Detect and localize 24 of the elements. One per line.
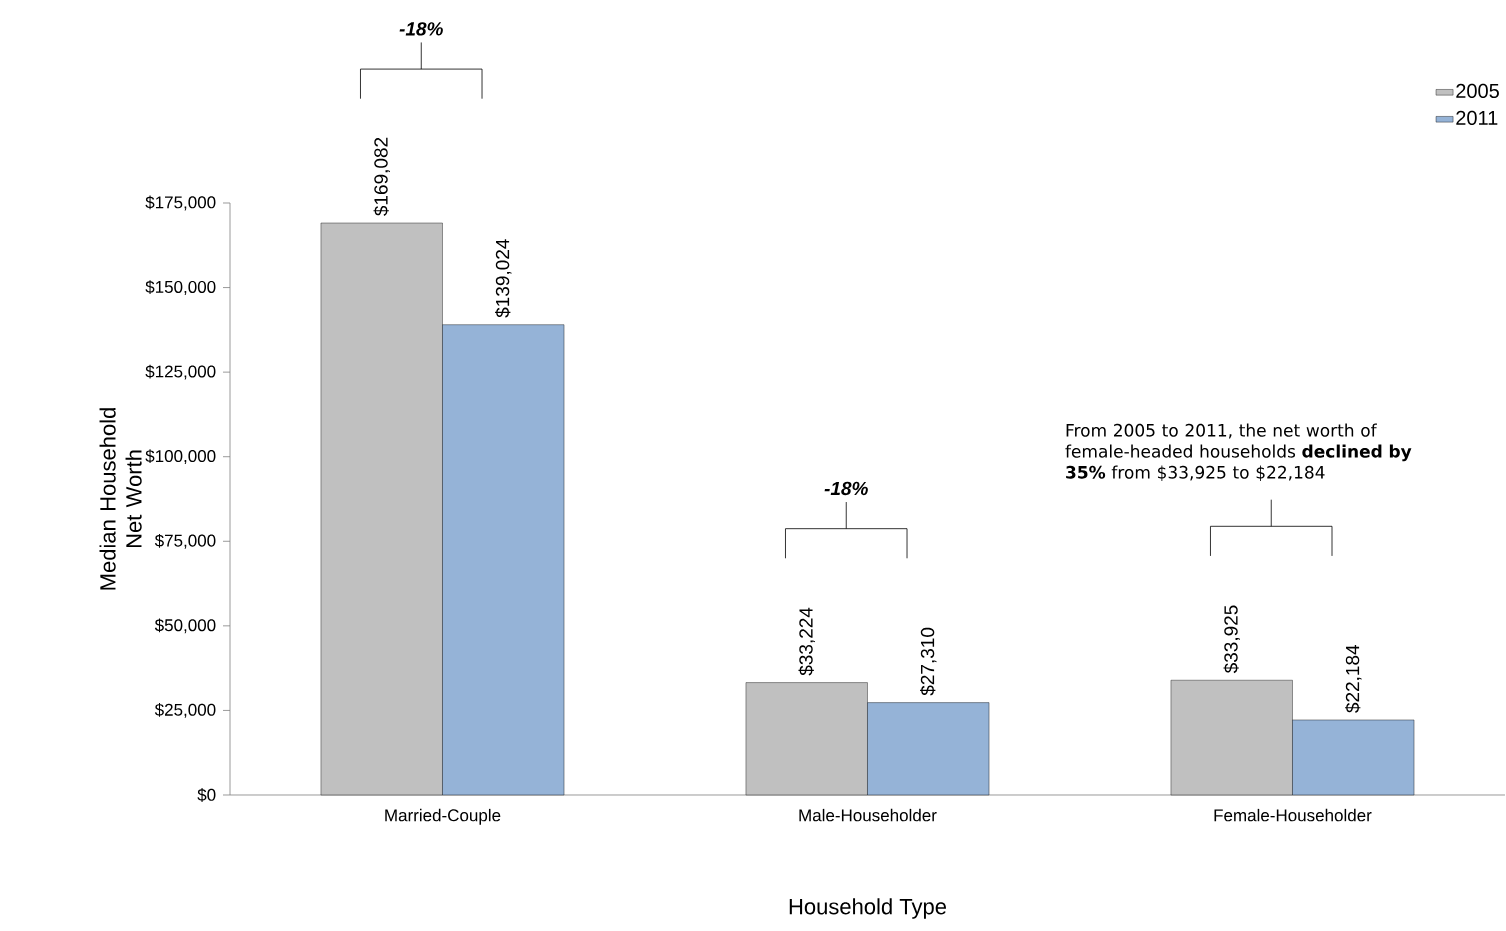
y-axis-title: Median Household Net Worth xyxy=(99,408,142,590)
y-tick-label: $75,000 xyxy=(154,533,216,549)
x-tick-label: Female-Householder xyxy=(1214,808,1372,822)
y-tick-label: $50,000 xyxy=(154,618,216,634)
y-tick-label: $150,000 xyxy=(145,280,216,295)
y-tick-label: $25,000 xyxy=(154,703,216,718)
text: From 2005 to 2011, the net worth of female-headed households declined by 35% from $33,925 to $22,184 xyxy=(1065,423,1412,481)
y-tick-label: $100,000 xyxy=(145,449,216,465)
data-label: $169,082 xyxy=(373,137,390,216)
data-label: $139,024 xyxy=(495,239,512,318)
data-label: $27,310 xyxy=(920,627,937,696)
legend-label: 2005 xyxy=(1456,83,1499,98)
y-tick-label: $125,000 xyxy=(145,364,216,380)
y-tick-label: $175,000 xyxy=(145,195,216,211)
x-axis-title: Household Type xyxy=(789,898,946,919)
data-label: $22,184 xyxy=(1345,644,1362,713)
x-tick-label: Male-Householder xyxy=(799,808,937,822)
text: -18% xyxy=(399,22,443,36)
x-tick-label: Married-Couple xyxy=(385,808,501,825)
legend-label: 2011 xyxy=(1456,110,1498,125)
data-label: $33,224 xyxy=(798,607,815,676)
annotation: -18% xyxy=(824,481,868,496)
y-tick-label: $0 xyxy=(197,788,216,802)
data-label: $33,925 xyxy=(1223,605,1240,674)
